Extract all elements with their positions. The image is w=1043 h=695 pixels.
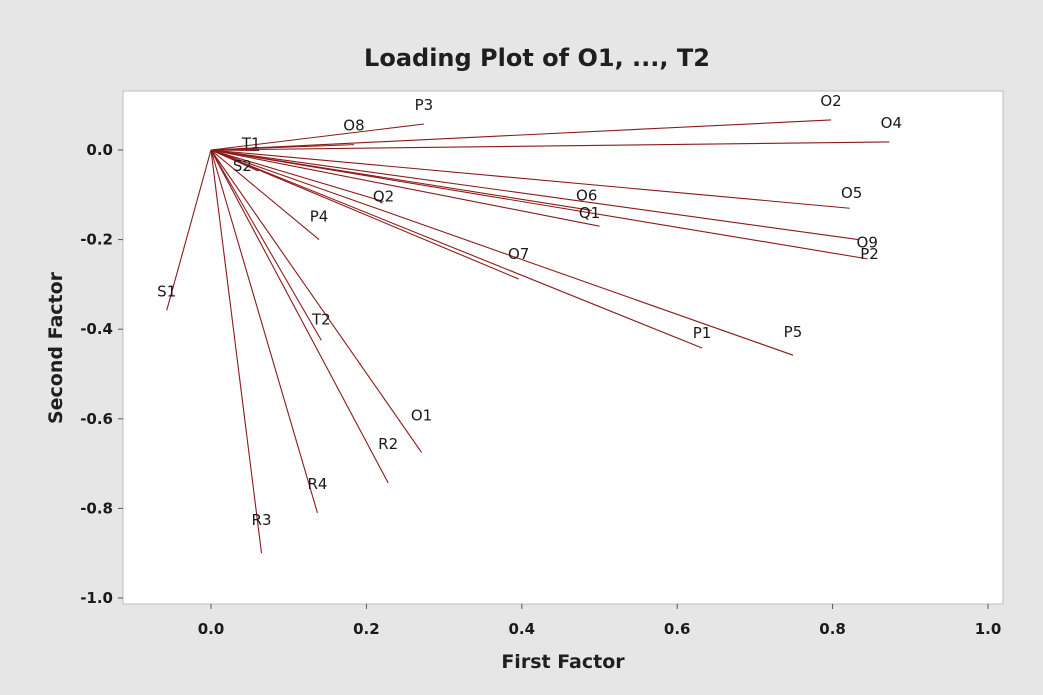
label-s2: S2 bbox=[233, 157, 252, 175]
x-tick-label: 0.8 bbox=[819, 620, 846, 638]
label-q1: Q1 bbox=[579, 204, 600, 222]
vector-o5 bbox=[210, 149, 850, 209]
vector-q2 bbox=[210, 149, 384, 203]
y-tick-label: 0.0 bbox=[86, 141, 113, 159]
loading-vectors bbox=[166, 119, 890, 554]
vector-o9 bbox=[210, 149, 859, 241]
vector-s1 bbox=[166, 149, 212, 311]
label-r2: R2 bbox=[378, 435, 398, 453]
label-p4: P4 bbox=[310, 208, 329, 226]
x-tick-label: 0.2 bbox=[353, 620, 380, 638]
chart-title: Loading Plot of O1, ..., T2 bbox=[364, 44, 710, 72]
label-o7: O7 bbox=[508, 245, 529, 263]
vector-r3 bbox=[210, 149, 263, 554]
vector-p2 bbox=[210, 149, 868, 260]
vector-p3 bbox=[210, 123, 424, 151]
label-o5: O5 bbox=[841, 184, 862, 202]
y-axis: 0.0 -0.2 -0.4 -0.6 -0.8 -1.0 bbox=[80, 141, 123, 607]
label-p3: P3 bbox=[415, 96, 434, 114]
label-p2: P2 bbox=[860, 245, 879, 263]
plot-area bbox=[122, 90, 1004, 605]
vector-r4 bbox=[210, 149, 318, 514]
vector-t2 bbox=[210, 149, 322, 341]
label-r3: R3 bbox=[252, 511, 272, 529]
label-o8: O8 bbox=[343, 117, 364, 135]
vector-p4 bbox=[210, 149, 320, 241]
x-tick-label: 0.6 bbox=[664, 620, 691, 638]
x-axis-title: First Factor bbox=[501, 651, 625, 673]
label-r4: R4 bbox=[307, 475, 327, 493]
vector-o8 bbox=[210, 144, 354, 151]
vector-o2 bbox=[210, 119, 832, 151]
vector-q1 bbox=[210, 149, 600, 227]
label-s1: S1 bbox=[157, 282, 176, 300]
y-tick-label: -0.2 bbox=[80, 231, 113, 249]
vector-p1 bbox=[210, 149, 703, 349]
label-o9: O9 bbox=[857, 234, 878, 252]
x-tick-label: 0.0 bbox=[198, 620, 225, 638]
y-tick-label: -0.8 bbox=[80, 499, 113, 517]
label-o1: O1 bbox=[411, 406, 432, 424]
x-tick-label: 1.0 bbox=[975, 620, 1002, 638]
y-axis-title: Second Factor bbox=[45, 271, 67, 424]
x-tick-label: 0.4 bbox=[509, 620, 536, 638]
vector-o4 bbox=[210, 141, 890, 151]
y-tick-label: -0.6 bbox=[80, 410, 113, 428]
label-p1: P1 bbox=[693, 324, 712, 342]
vector-p5 bbox=[210, 149, 794, 356]
label-p5: P5 bbox=[784, 323, 803, 341]
vector-o1 bbox=[210, 149, 423, 453]
label-o2: O2 bbox=[820, 92, 841, 110]
vector-r2 bbox=[210, 149, 389, 484]
y-tick-label: -1.0 bbox=[80, 589, 113, 607]
label-t1: T1 bbox=[241, 134, 261, 152]
x-axis: 0.0 0.2 0.4 0.6 0.8 1.0 bbox=[198, 604, 1002, 638]
vector-o7 bbox=[210, 149, 519, 280]
label-t2: T2 bbox=[311, 310, 331, 328]
label-q2: Q2 bbox=[373, 188, 394, 206]
label-o6: O6 bbox=[576, 186, 597, 204]
label-o4: O4 bbox=[881, 114, 902, 132]
y-tick-label: -0.4 bbox=[80, 320, 113, 338]
